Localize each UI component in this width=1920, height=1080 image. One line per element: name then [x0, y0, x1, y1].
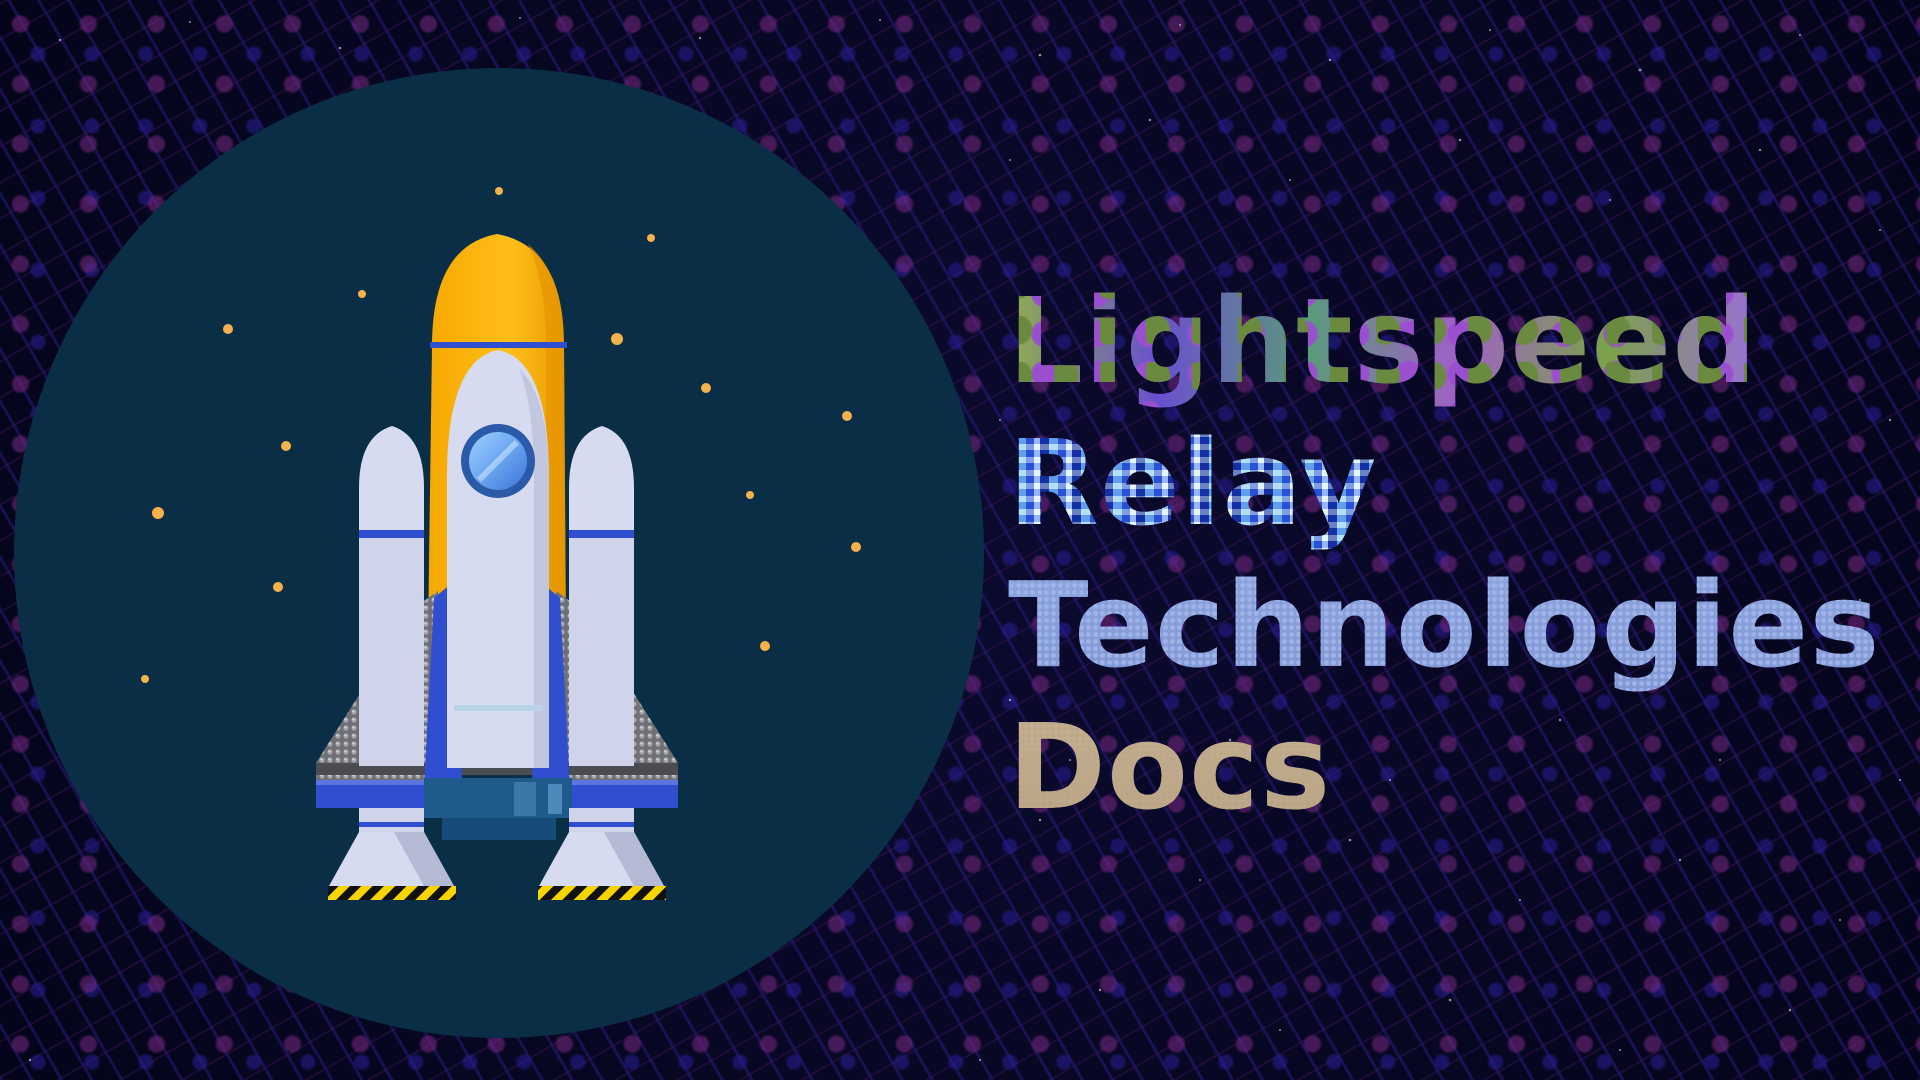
star-dots	[141, 187, 861, 683]
rocket-icon	[316, 234, 678, 900]
rocket-emblem	[14, 68, 984, 1038]
title-line-technologies: Technologies	[1008, 554, 1908, 696]
title-line-docs: Docs	[1008, 696, 1908, 838]
title-line-lightspeed: Lightspeed	[1008, 270, 1908, 412]
title-line-relay: Relay	[1008, 412, 1908, 554]
brand-title: Lightspeed Relay Technologies Docs	[1008, 270, 1908, 838]
